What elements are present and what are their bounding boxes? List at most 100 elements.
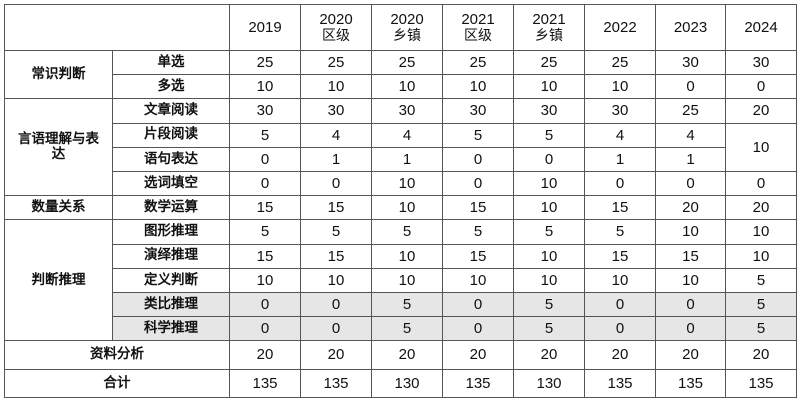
value-cell: 15	[229, 243, 301, 269]
year-col-4: 2021 区级	[442, 4, 514, 51]
value-cell: 10	[584, 74, 656, 100]
subcategory-cell: 语句表达	[112, 146, 230, 173]
table-row: 言语理解与表达 文章阅读 30 30 30 30 30 30 25 20	[4, 98, 797, 197]
value-cell: 4	[300, 122, 372, 148]
year-col-2: 2020 区级	[300, 4, 372, 51]
value-cell: 20	[725, 195, 797, 221]
subcategory-cell: 片段阅读	[112, 122, 230, 148]
value-cell: 0	[300, 316, 372, 342]
value-cell: 0	[229, 171, 301, 197]
category-cell: 数量关系	[4, 195, 113, 221]
value-cell: 5	[513, 219, 585, 245]
value-cell: 20	[371, 340, 443, 370]
value-cell: 10	[513, 195, 585, 221]
value-cell: 30	[371, 98, 443, 124]
value-cell: 5	[300, 219, 372, 245]
value-cell: 10	[229, 74, 301, 100]
value-cell: 5	[513, 122, 585, 148]
table-row: 多选 10 10 10 10 10 10 0 0	[5, 74, 797, 100]
value-cell: 10	[655, 219, 726, 245]
value-cell: 5	[371, 219, 443, 245]
value-cell: 15	[442, 243, 514, 269]
value-cell: 0	[229, 316, 301, 342]
value-cell: 30	[229, 98, 301, 124]
value-cell: 10	[300, 74, 372, 100]
subcategory-cell: 单选	[112, 49, 230, 76]
subcategory-cell: 选词填空	[112, 171, 230, 197]
table-row: 判断推理 图形推理 5 5 5 5 5 5 10 10	[4, 219, 797, 342]
value-cell: 10	[513, 267, 585, 294]
total-value-cell: 135	[584, 368, 656, 399]
value-cell: 10	[442, 267, 514, 294]
value-cell: 0	[725, 171, 797, 197]
value-cell: 0	[300, 171, 372, 197]
total-row: 合计 135 135 130 135 130 135 135 135	[4, 368, 797, 399]
value-cell: 10	[371, 195, 443, 221]
year-col-7: 2023	[655, 4, 726, 51]
value-cell: 10	[584, 267, 656, 294]
value-cell: 5	[442, 122, 514, 148]
table-row: 资料分析 20 20 20 20 20 20 20 20	[4, 340, 797, 370]
value-cell: 1	[371, 146, 443, 173]
table-row: 类比推理 0 0 5 0 5 0 0 5	[5, 292, 797, 318]
value-cell: 0	[442, 316, 514, 342]
value-cell: 10	[371, 171, 443, 197]
value-cell: 10	[513, 243, 585, 269]
subcategory-cell: 演绎推理	[112, 243, 230, 269]
value-cell: 10	[442, 74, 514, 100]
subcategory-cell: 数学运算	[112, 195, 230, 221]
header-row: 2019 2020 区级 2020 乡镇 2021 区级 2021 乡镇 2022 20…	[4, 4, 797, 51]
subcategory-cell: 定义判断	[112, 267, 230, 294]
value-cell: 0	[655, 74, 726, 100]
exam-question-table: 2019 2020 区级 2020 乡镇 2021 区级 2021 乡镇 2022 20…	[4, 4, 797, 399]
value-cell: 1	[655, 146, 726, 173]
year-col-6: 2022	[584, 4, 656, 51]
merged-value-cell: 10	[725, 122, 797, 173]
subcategory-cell: 多选	[112, 74, 230, 100]
subcategory-cell: 科学推理	[112, 316, 230, 342]
total-value-cell: 135	[229, 368, 301, 399]
table-row: 常识判断 单选 25 25 25 25 25 25 30 30	[4, 49, 797, 100]
value-cell: 1	[300, 146, 372, 173]
category-cell: 判断推理	[4, 219, 113, 342]
year-col-8: 2024	[725, 4, 797, 51]
table-row: 科学推理 0 0 5 0 5 0 0 5	[5, 316, 797, 342]
category-cell: 言语理解与表达	[4, 98, 113, 197]
value-cell: 0	[442, 171, 514, 197]
value-cell: 30	[655, 49, 726, 76]
category-cell: 常识判断	[4, 49, 113, 100]
total-value-cell: 130	[371, 368, 443, 399]
value-cell: 20	[300, 340, 372, 370]
value-cell: 0	[655, 171, 726, 197]
table-row: 选词填空 0 0 10 0 10 0 0 0	[5, 171, 797, 197]
total-label-cell: 合计	[4, 368, 230, 399]
value-cell: 20	[442, 340, 514, 370]
value-cell: 20	[229, 340, 301, 370]
table-row: 演绎推理 15 15 10 15 10 15 15 10	[5, 243, 797, 269]
value-cell: 15	[442, 195, 514, 221]
value-cell: 0	[655, 316, 726, 342]
value-cell: 0	[584, 171, 656, 197]
value-cell: 5	[229, 122, 301, 148]
subcategory-cell: 文章阅读	[112, 98, 230, 124]
value-cell: 10	[655, 267, 726, 294]
value-cell: 15	[655, 243, 726, 269]
table-row: 数量关系 数学运算 15 15 10 15 10 15 20 20	[4, 195, 797, 221]
value-cell: 30	[584, 98, 656, 124]
value-cell: 0	[725, 74, 797, 100]
value-cell: 30	[300, 98, 372, 124]
value-cell: 10	[371, 74, 443, 100]
value-cell: 20	[513, 340, 585, 370]
value-cell: 30	[442, 98, 514, 124]
value-cell: 0	[584, 292, 656, 318]
value-cell: 0	[300, 292, 372, 318]
value-cell: 30	[725, 49, 797, 76]
total-value-cell: 135	[655, 368, 726, 399]
value-cell: 10	[725, 219, 797, 245]
value-cell: 20	[725, 340, 797, 370]
value-cell: 5	[584, 219, 656, 245]
value-cell: 0	[655, 292, 726, 318]
value-cell: 15	[300, 243, 372, 269]
table-row: 定义判断 10 10 10 10 10 10 10 5	[5, 267, 797, 294]
value-cell: 5	[229, 219, 301, 245]
